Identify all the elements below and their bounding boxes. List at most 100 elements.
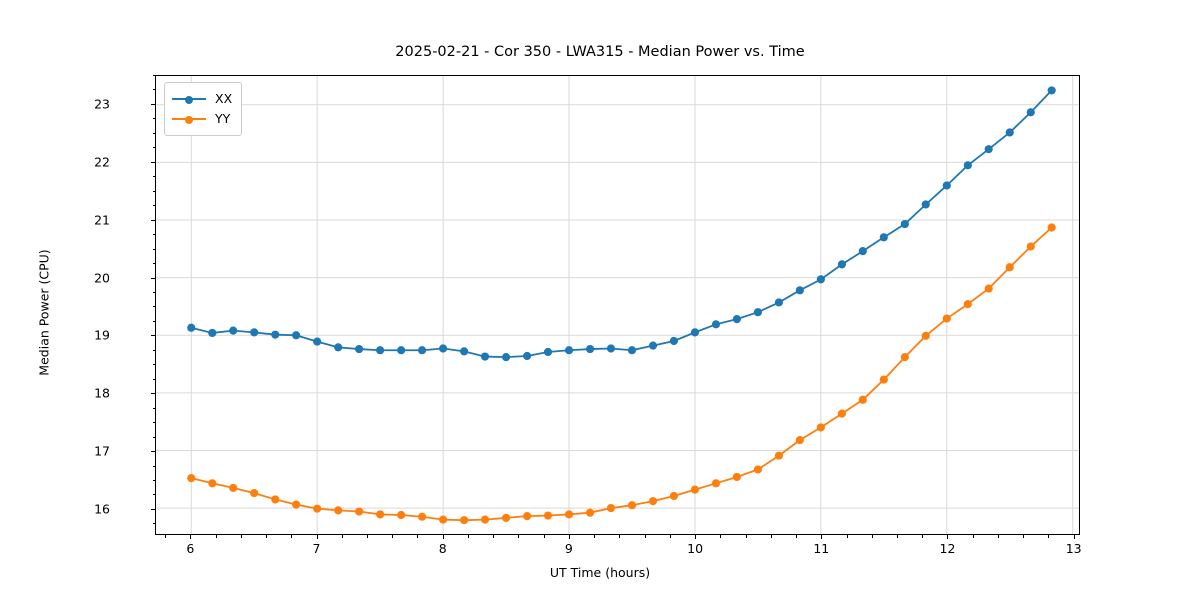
x-tick-minor <box>215 535 217 538</box>
plot-area <box>155 75 1080 535</box>
chart-legend[interactable]: XX YY <box>164 82 243 136</box>
data-point-xx <box>376 346 385 355</box>
data-point-xx <box>334 343 343 352</box>
y-tick-minor <box>152 494 155 496</box>
x-tick-mark <box>947 535 949 539</box>
y-tick-mark <box>151 393 155 395</box>
x-tick-mark <box>821 535 823 539</box>
legend-label: XX <box>215 90 233 106</box>
x-tick-minor <box>493 535 495 538</box>
data-point-yy <box>564 510 574 519</box>
data-point-xx <box>417 346 427 355</box>
x-tick-minor <box>669 535 671 538</box>
y-tick-label: 16 <box>94 501 110 517</box>
data-point-xx <box>543 347 553 357</box>
data-point-yy <box>795 436 804 445</box>
data-point-xx <box>1005 128 1014 137</box>
x-tick-minor <box>871 535 873 538</box>
data-point-yy <box>271 495 280 504</box>
data-point-yy <box>627 501 637 510</box>
y-tick-label: 21 <box>94 212 110 228</box>
data-point-yy <box>250 489 259 498</box>
x-tick-label: 12 <box>939 541 956 556</box>
x-tick-label: 8 <box>438 541 447 556</box>
y-tick-minor <box>152 364 155 366</box>
y-tick-minor <box>152 89 155 91</box>
x-tick-minor <box>291 535 293 538</box>
x-tick-minor <box>770 535 772 538</box>
x-tick-mark <box>1073 535 1075 539</box>
data-point-yy <box>480 515 490 524</box>
x-tick-minor <box>594 535 596 538</box>
x-tick-minor <box>417 535 419 538</box>
y-tick-minor <box>152 349 155 351</box>
x-tick-label: 7 <box>312 541 321 556</box>
data-point-yy <box>921 331 930 340</box>
y-tick-label: 18 <box>94 385 110 401</box>
data-point-yy <box>606 503 616 513</box>
y-tick-minor <box>152 306 155 308</box>
legend-marker-icon <box>185 95 193 104</box>
data-point-yy <box>648 497 658 506</box>
y-tick-label: 23 <box>94 96 110 112</box>
data-point-yy <box>501 513 511 522</box>
data-point-yy <box>900 353 909 362</box>
data-point-yy <box>439 515 448 524</box>
x-tick-label: 13 <box>1065 541 1082 556</box>
x-tick-minor <box>518 535 520 538</box>
y-tick-label: 17 <box>94 443 110 459</box>
data-point-xx <box>564 346 574 355</box>
x-tick-minor <box>897 535 899 538</box>
data-point-xx <box>963 161 972 170</box>
data-point-yy <box>522 512 532 521</box>
data-point-xx <box>271 330 280 339</box>
data-point-yy <box>837 409 846 418</box>
x-tick-minor <box>846 535 848 538</box>
legend-item-xx[interactable]: XX <box>172 89 232 109</box>
data-point-yy <box>208 479 217 488</box>
data-point-xx <box>921 200 930 209</box>
data-point-yy <box>229 483 238 492</box>
data-point-yy <box>753 465 762 474</box>
data-point-xx <box>900 219 909 229</box>
x-tick-minor <box>1023 535 1025 538</box>
y-tick-mark <box>151 161 155 163</box>
y-tick-mark <box>151 103 155 105</box>
data-point-xx <box>460 347 469 356</box>
x-tick-minor <box>720 535 722 538</box>
data-point-yy <box>187 474 196 483</box>
y-tick-minor <box>152 523 155 525</box>
x-tick-minor <box>467 535 469 538</box>
data-point-yy <box>711 479 721 488</box>
data-point-xx <box>816 275 825 284</box>
data-point-xx <box>711 320 721 329</box>
x-tick-minor <box>341 535 343 538</box>
data-point-yy <box>313 504 322 513</box>
data-point-xx <box>480 352 490 361</box>
x-tick-label: 6 <box>186 541 195 556</box>
x-tick-label: 9 <box>564 541 573 556</box>
data-point-yy <box>292 500 301 509</box>
data-point-xx <box>208 328 217 338</box>
data-point-yy <box>355 507 364 516</box>
y-tick-label: 19 <box>94 327 110 343</box>
data-point-xx <box>627 346 637 355</box>
data-point-yy <box>585 508 595 517</box>
data-point-xx <box>522 351 532 361</box>
legend-item-yy[interactable]: YY <box>172 109 232 129</box>
data-point-xx <box>187 323 196 332</box>
data-point-xx <box>355 344 364 354</box>
data-point-xx <box>250 328 259 337</box>
data-point-xx <box>984 145 993 154</box>
data-point-yy <box>543 511 553 520</box>
data-point-xx <box>690 328 700 337</box>
data-point-xx <box>439 344 448 353</box>
data-point-xx <box>774 298 784 307</box>
data-point-xx <box>229 326 238 335</box>
data-point-yy <box>334 506 343 515</box>
data-point-yy <box>963 300 972 309</box>
y-tick-mark <box>151 335 155 337</box>
series-line-xx <box>191 89 1053 359</box>
data-point-yy <box>816 423 825 432</box>
